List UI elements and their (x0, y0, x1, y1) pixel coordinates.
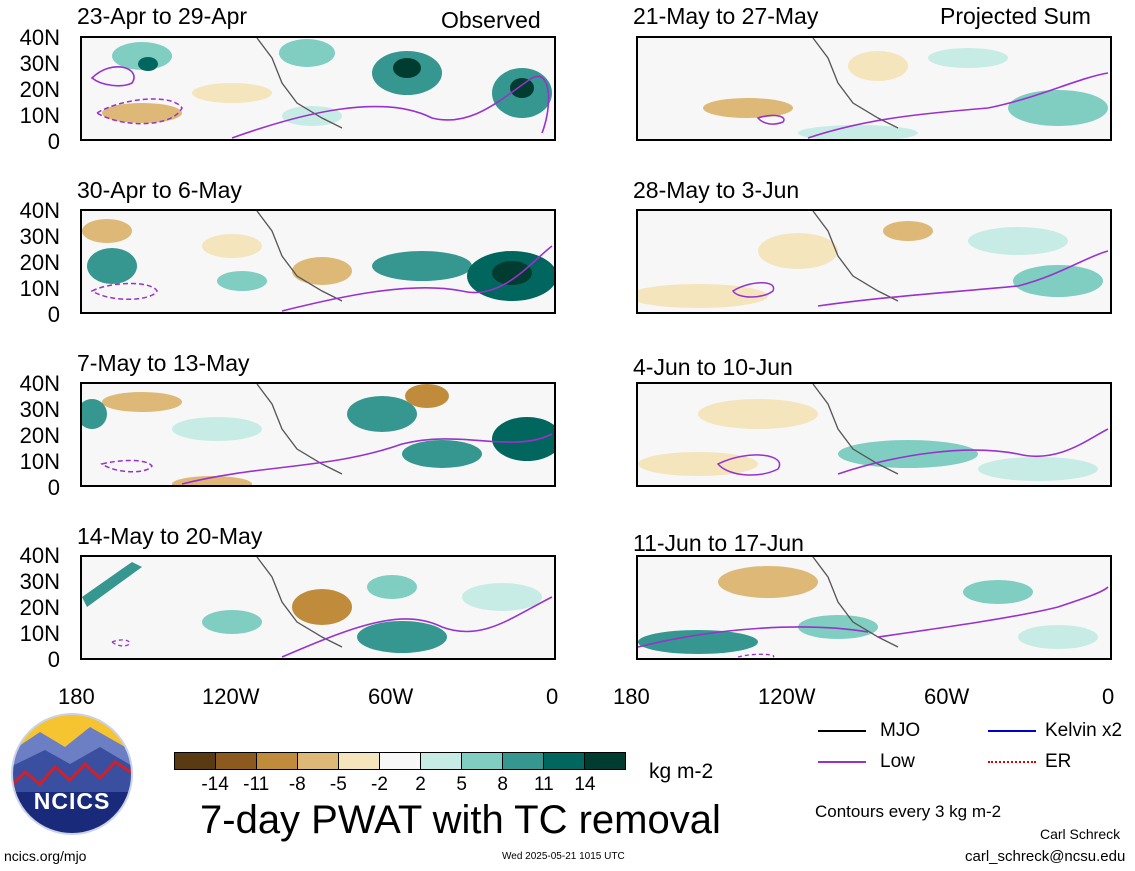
observed-label: Observed (441, 7, 541, 33)
y-tick-label: 30N (19, 51, 60, 76)
y-tick-label: 0 (47, 647, 60, 672)
legend-label-er: ER (1045, 751, 1072, 772)
x-tick-label: 120W (202, 684, 260, 709)
colorbar-tick-label: -11 (243, 774, 270, 795)
legend-line-low (818, 761, 866, 763)
y-tick-label: 0 (47, 475, 60, 500)
map-panel-6 (636, 209, 1112, 314)
colorbar-units: kg m-2 (649, 760, 714, 783)
colorbar-swatch (585, 753, 625, 769)
x-tick-label: 120W (758, 684, 816, 709)
map-panel-1 (80, 36, 556, 141)
colorbar-swatch (216, 753, 257, 769)
map-panel-7 (636, 382, 1112, 487)
map-panel-2 (80, 209, 556, 314)
legend-line-mjo (818, 730, 866, 732)
x-tick-label: 60W (368, 684, 414, 709)
colorbar-tick-label: 5 (456, 774, 467, 795)
colorbar-swatch (380, 753, 421, 769)
colorbar (174, 752, 626, 770)
ncics-logo: NCICS (10, 712, 134, 836)
panel-title: 14-May to 20-May (77, 523, 263, 549)
colorbar-swatch (421, 753, 462, 769)
projected-sum-label: Projected Sum (940, 3, 1091, 29)
y-tick-label: 20N (19, 250, 60, 275)
colorbar-swatch (339, 753, 380, 769)
colorbar-tick-label: -5 (329, 774, 347, 795)
email[interactable]: carl_schreck@ncsu.edu (965, 848, 1126, 865)
legend-line-er (988, 761, 1036, 763)
timestamp: Wed 2025-05-21 1015 UTC (502, 851, 625, 862)
map-panel-5 (636, 36, 1112, 141)
colorbar-swatch (175, 753, 216, 769)
colorbar-tick-label: 8 (497, 774, 509, 795)
author: Carl Schreck (1040, 826, 1121, 842)
colorbar-swatch (462, 753, 503, 769)
y-tick-label: 20N (19, 77, 60, 102)
contour-note: Contours every 3 kg m-2 (815, 802, 1002, 821)
panel-title: 7-May to 13-May (77, 350, 250, 376)
panel-title: 28-May to 3-Jun (633, 177, 800, 203)
colorbar-swatch (544, 753, 585, 769)
map-panel-4 (80, 555, 556, 660)
panel-title: 23-Apr to 29-Apr (77, 3, 248, 29)
y-tick-label: 40N (19, 543, 60, 568)
colorbar-tick-label: -14 (201, 774, 229, 795)
y-tick-label: 0 (47, 302, 60, 327)
colorbar-tick-label: -8 (288, 774, 306, 795)
y-tick-label: 10N (19, 621, 60, 646)
colorbar-tick-label: 11 (533, 774, 554, 795)
y-tick-label: 10N (19, 449, 60, 474)
site-url[interactable]: ncics.org/mjo (4, 848, 87, 864)
y-tick-label: 30N (19, 397, 60, 422)
map-panel-3 (80, 382, 556, 487)
x-tick-label: 180 (58, 684, 95, 709)
colorbar-swatch (298, 753, 339, 769)
panel-title: 4-Jun to 10-Jun (633, 354, 793, 380)
legend-line-kelvin (988, 730, 1036, 732)
y-tick-label: 30N (19, 569, 60, 594)
y-tick-label: 40N (19, 371, 60, 396)
y-tick-label: 20N (19, 423, 60, 448)
y-tick-label: 40N (19, 25, 60, 50)
y-tick-label: 30N (19, 224, 60, 249)
chart-title: 7-day PWAT with TC removal (200, 798, 721, 842)
x-tick-label: 0 (1102, 684, 1115, 709)
colorbar-tick-label: -2 (371, 774, 388, 795)
y-tick-label: 40N (19, 198, 60, 223)
y-tick-label: 10N (19, 276, 60, 301)
y-tick-label: 0 (47, 129, 60, 154)
colorbar-swatch (503, 753, 544, 769)
colorbar-swatch (257, 753, 298, 769)
x-tick-label: 0 (546, 684, 559, 709)
x-tick-label: 180 (613, 684, 650, 709)
colorbar-tick-label: 14 (574, 774, 596, 795)
panel-title: 30-Apr to 6-May (77, 177, 242, 203)
logo-text: NCICS (33, 788, 111, 814)
legend-label-kelvin: Kelvin x2 (1045, 720, 1123, 741)
panel-title: 21-May to 27-May (633, 3, 819, 29)
y-tick-label: 10N (19, 103, 60, 128)
x-tick-label: 60W (924, 684, 970, 709)
legend-label-mjo: MJO (880, 720, 921, 741)
legend-label-low: Low (880, 751, 915, 772)
colorbar-tick-label: 2 (415, 774, 426, 795)
y-tick-label: 20N (19, 595, 60, 620)
map-panel-8 (636, 555, 1112, 660)
panel-title: 11-Jun to 17-Jun (633, 530, 804, 556)
